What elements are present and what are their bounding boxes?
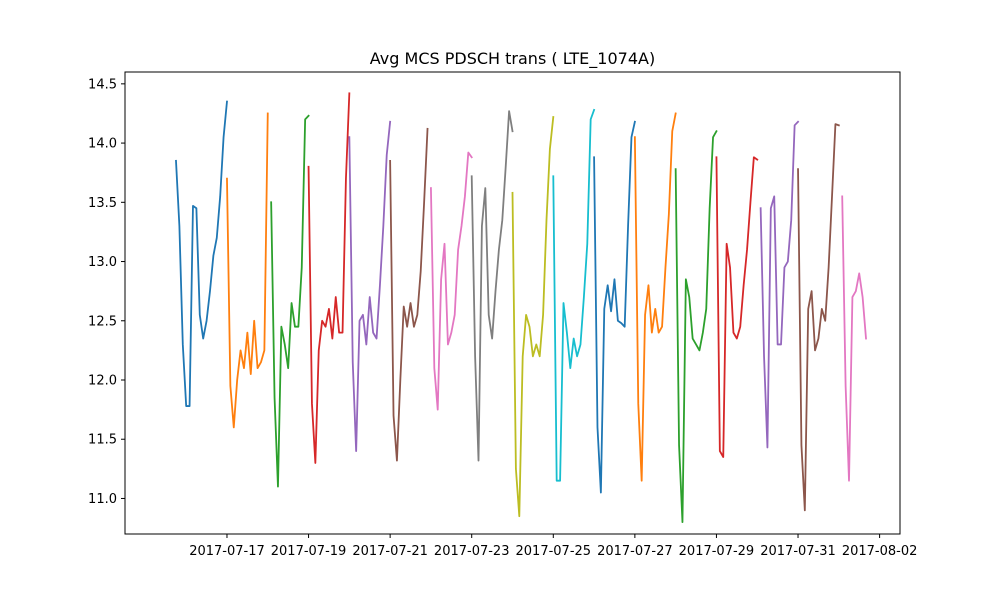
series-line-17 [841,195,867,482]
y-tick-label: 12.5 [88,314,117,329]
y-tick-label: 13.0 [88,255,117,270]
x-tick-label: 2017-07-27 [597,544,673,559]
plot-area [124,71,901,535]
y-tick-label: 14.0 [88,137,117,152]
series-line-9 [511,116,555,518]
x-tick-label: 2017-07-17 [189,544,265,559]
series-line-2 [226,112,269,429]
series-line-12 [633,112,677,482]
series-line-13 [674,130,718,524]
x-tick-label: 2017-07-31 [760,544,836,559]
series-layer [175,92,867,524]
series-line-6 [389,127,429,462]
series-line-5 [348,120,392,452]
x-tick-label: 2017-07-23 [434,544,510,559]
x-tick-label: 2017-07-21 [352,544,428,559]
series-line-3 [270,114,310,488]
y-tick-label: 14.5 [88,77,117,92]
y-axis: 11.0 11.5 12.0 12.5 13.0 13.5 14.0 14.5 [88,77,125,507]
x-tick-label: 2017-07-25 [516,544,592,559]
series-line-8 [470,110,514,462]
series-line-16 [797,123,840,512]
series-line-4 [307,92,351,464]
chart-title: Avg MCS PDSCH trans ( LTE_1074A) [370,49,655,69]
y-tick-label: 11.0 [88,492,117,507]
series-line-7 [430,151,473,411]
series-line-11 [593,120,636,494]
series-line-10 [552,108,596,482]
x-axis: 2017-07-17 2017-07-19 2017-07-21 2017-07-23… [189,534,917,559]
x-tick-label: 2017-07-19 [271,544,347,559]
y-tick-label: 11.5 [88,433,117,448]
y-tick-label: 13.5 [88,196,117,211]
series-line-15 [759,120,800,449]
y-tick-label: 12.0 [88,374,117,389]
x-tick-label: 2017-08-02 [842,544,918,559]
series-line-1 [175,100,228,407]
x-tick-label: 2017-07-29 [679,544,755,559]
series-line-14 [715,156,759,458]
